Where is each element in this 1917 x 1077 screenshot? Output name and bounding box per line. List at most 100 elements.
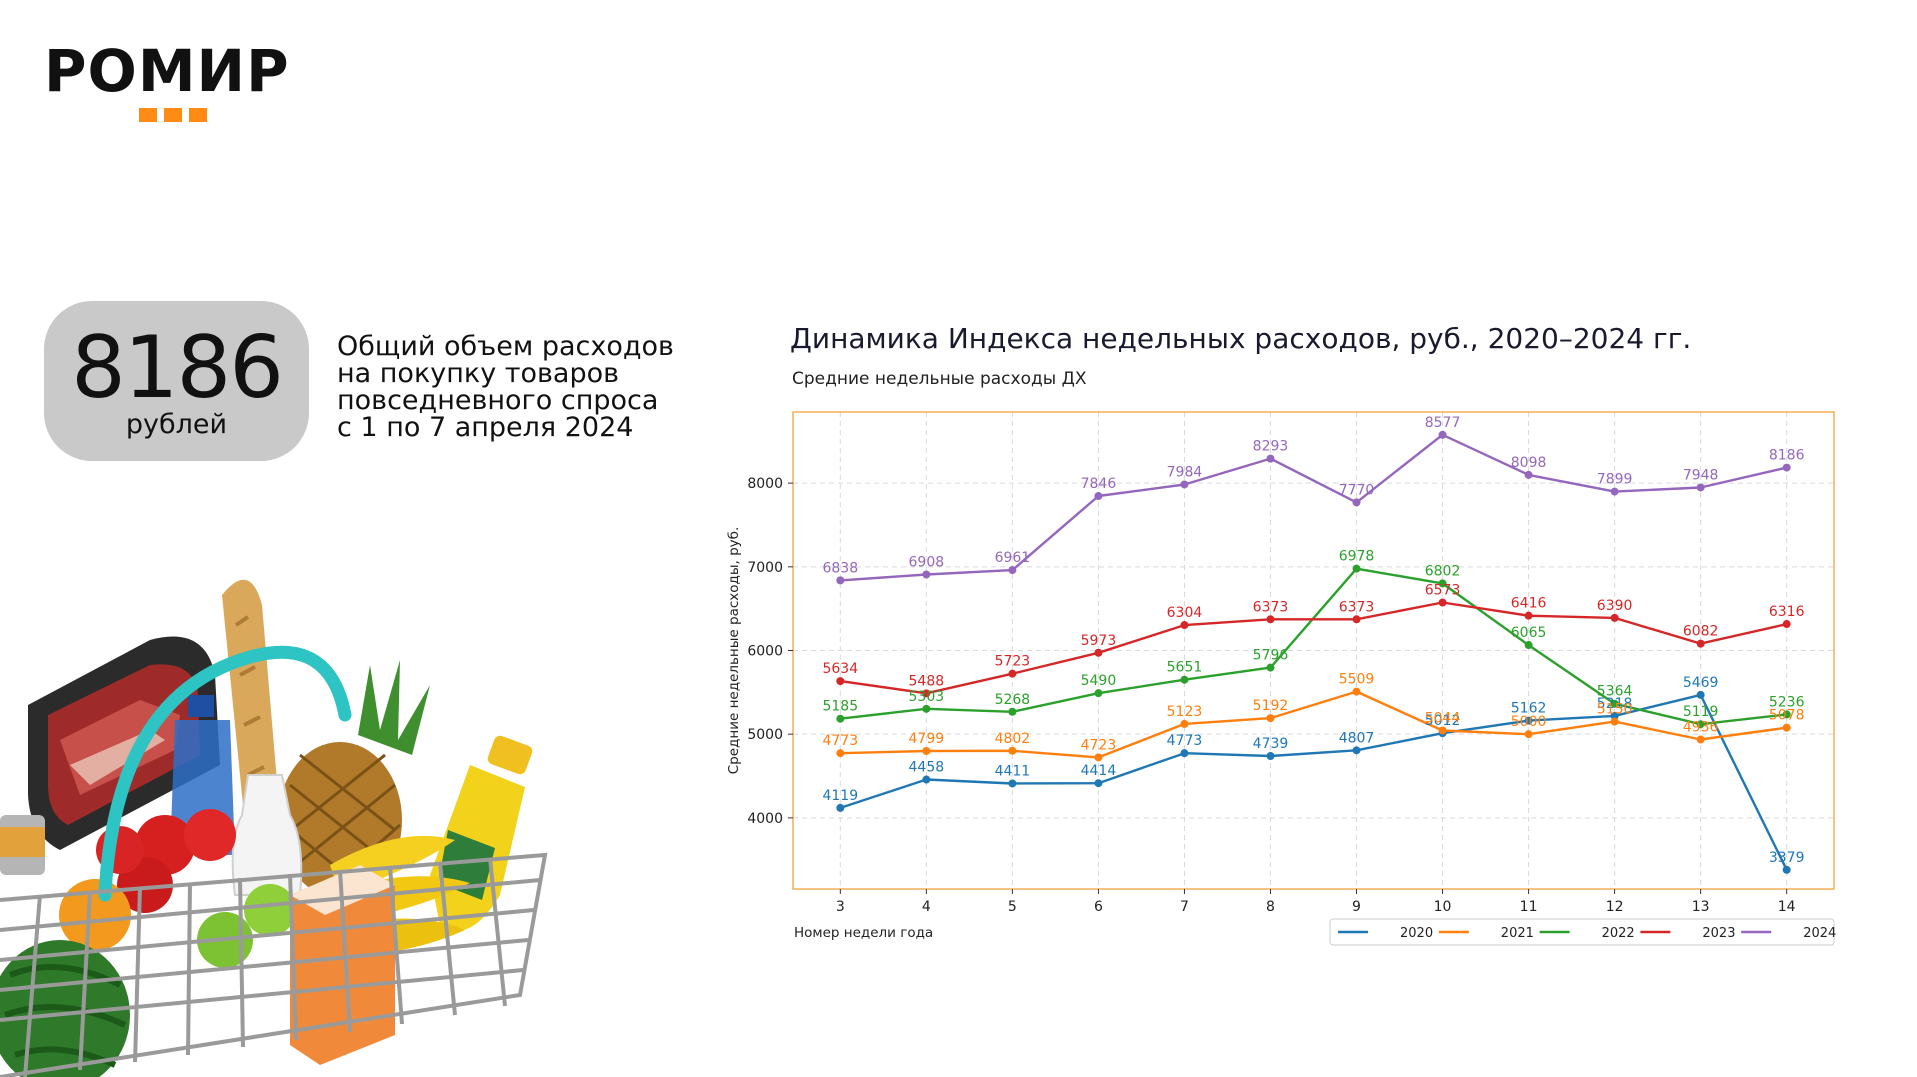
y-tick-label: 4000 (747, 811, 783, 827)
data-point-2024 (1352, 498, 1361, 507)
series-line-2021 (840, 690, 1787, 759)
data-point-2022 (1696, 720, 1705, 729)
data-label-2022: 5236 (1769, 694, 1805, 710)
data-point-2022 (1782, 710, 1791, 719)
chart-title: Динамика Индекса недельных расходов, руб… (790, 322, 1692, 355)
x-tick-label: 3 (836, 899, 845, 915)
logo-dots (139, 108, 304, 122)
basket-wire (0, 852, 548, 1077)
chart-grid (793, 412, 1834, 889)
data-label-2024: 6838 (822, 560, 858, 576)
data-point-2022 (1610, 699, 1619, 708)
data-point-2021 (1610, 717, 1619, 726)
x-axis-title: Номер недели года (794, 925, 933, 941)
data-label-2023: 6316 (1769, 604, 1805, 620)
data-label-2024: 6961 (995, 550, 1031, 566)
x-tick-label: 11 (1520, 899, 1538, 915)
data-label-2020: 4739 (1253, 736, 1289, 752)
data-label-2023: 5723 (995, 654, 1031, 670)
kpi-description-line: на покупку товаров (337, 358, 620, 389)
data-label-2021: 4799 (909, 731, 945, 747)
data-label-2020: 4119 (822, 788, 858, 804)
data-point-2023 (1782, 620, 1791, 629)
data-label-2024: 8098 (1511, 455, 1547, 471)
kpi-unit: рублей (125, 409, 228, 440)
data-point-2021 (1696, 735, 1705, 744)
series-line-2020 (839, 693, 1788, 871)
data-label-2022: 5490 (1081, 673, 1117, 689)
data-label-2021: 5509 (1339, 672, 1375, 688)
kpi-description-line: с 1 по 7 апреля 2024 (337, 412, 634, 443)
data-point-2021 (1438, 726, 1447, 735)
data-point-2020 (1782, 865, 1791, 874)
kpi-description: Общий объем расходов на покупку товаров … (337, 333, 717, 441)
data-label-2020: 4414 (1081, 763, 1117, 779)
x-tick-label: 8 (1266, 899, 1275, 915)
data-label-2023: 6390 (1597, 598, 1633, 614)
data-label-2023: 6416 (1511, 596, 1547, 612)
x-tick-label: 14 (1778, 899, 1796, 915)
legend-label-2023: 2023 (1702, 926, 1735, 941)
data-point-2023 (1352, 615, 1361, 624)
logo-text: РОМИР (44, 37, 290, 105)
chart-axes: 3 4 5 6 7 8 9 10 11 12 13 14 4000 5000 6000 7000 8000 (747, 476, 1795, 915)
data-point-2021 (1524, 730, 1533, 739)
data-label-2021: 5000 (1511, 714, 1547, 730)
x-tick-label: 6 (1094, 899, 1103, 915)
chart-data-labels: 4119 4458 4411 4414 4773 4739 4807 5012 5162 5218… (822, 415, 1804, 866)
data-label-2020: 4411 (995, 763, 1031, 779)
data-label-2020: 5162 (1511, 701, 1547, 717)
data-point-2020 (1180, 749, 1189, 758)
chart-subtitle: Средние недельные расходы ДХ (792, 369, 1087, 389)
data-point-2023 (1180, 621, 1189, 630)
data-label-2022: 5796 (1253, 648, 1289, 664)
data-point-2021 (1094, 753, 1103, 762)
data-point-2021 (922, 747, 931, 756)
data-label-2021: 5044 (1425, 711, 1461, 727)
x-tick-label: 13 (1692, 899, 1710, 915)
data-label-2021: 5150 (1597, 702, 1633, 718)
data-label-2022: 5364 (1597, 684, 1633, 700)
data-point-2020 (1094, 779, 1103, 788)
data-label-2022: 5651 (1167, 660, 1203, 676)
kpi-badge: 8186 рублей (44, 301, 309, 461)
data-point-2024 (1782, 463, 1791, 472)
data-label-2020: 4773 (1167, 733, 1203, 749)
data-point-2023 (1008, 669, 1017, 678)
data-point-2021 (1180, 719, 1189, 728)
data-label-2021: 5123 (1167, 704, 1203, 720)
data-label-2024: 7948 (1683, 467, 1719, 483)
data-point-2022 (1180, 675, 1189, 684)
data-point-2021 (1782, 723, 1791, 732)
data-label-2023: 6304 (1167, 605, 1203, 621)
data-point-2021 (836, 749, 845, 758)
data-label-2023: 6082 (1683, 624, 1719, 640)
legend-label-2024: 2024 (1803, 926, 1836, 941)
data-point-2020 (1610, 711, 1619, 720)
data-point-2020 (1524, 716, 1533, 725)
data-label-2021: 5078 (1769, 708, 1805, 724)
chart-legend: 2020 2021 2022 2023 2024 (1329, 918, 1836, 946)
data-label-2024: 7770 (1339, 482, 1375, 498)
data-point-2023 (1266, 615, 1275, 624)
data-label-2023: 6373 (1253, 599, 1289, 615)
basket-handle (98, 645, 352, 902)
data-label-2022: 6065 (1511, 625, 1547, 641)
data-label-2023: 5634 (822, 661, 858, 677)
data-label-2020: 5012 (1425, 713, 1461, 729)
data-label-2021: 5192 (1253, 698, 1289, 714)
data-label-2021: 4802 (995, 731, 1031, 747)
data-label-2022: 5268 (995, 692, 1031, 708)
data-label-2023: 5488 (909, 673, 945, 689)
data-label-2022: 6802 (1425, 563, 1461, 579)
y-tick-label: 8000 (747, 476, 783, 492)
data-point-2022 (1524, 641, 1533, 650)
data-point-2023 (1696, 639, 1705, 648)
data-label-2020: 5469 (1683, 675, 1719, 691)
logo-dot (189, 108, 207, 122)
data-label-2021: 4773 (822, 733, 858, 749)
data-label-2024: 8293 (1253, 439, 1289, 455)
x-tick-label: 9 (1352, 899, 1361, 915)
data-point-2022 (836, 714, 845, 723)
data-point-2022 (922, 704, 931, 713)
